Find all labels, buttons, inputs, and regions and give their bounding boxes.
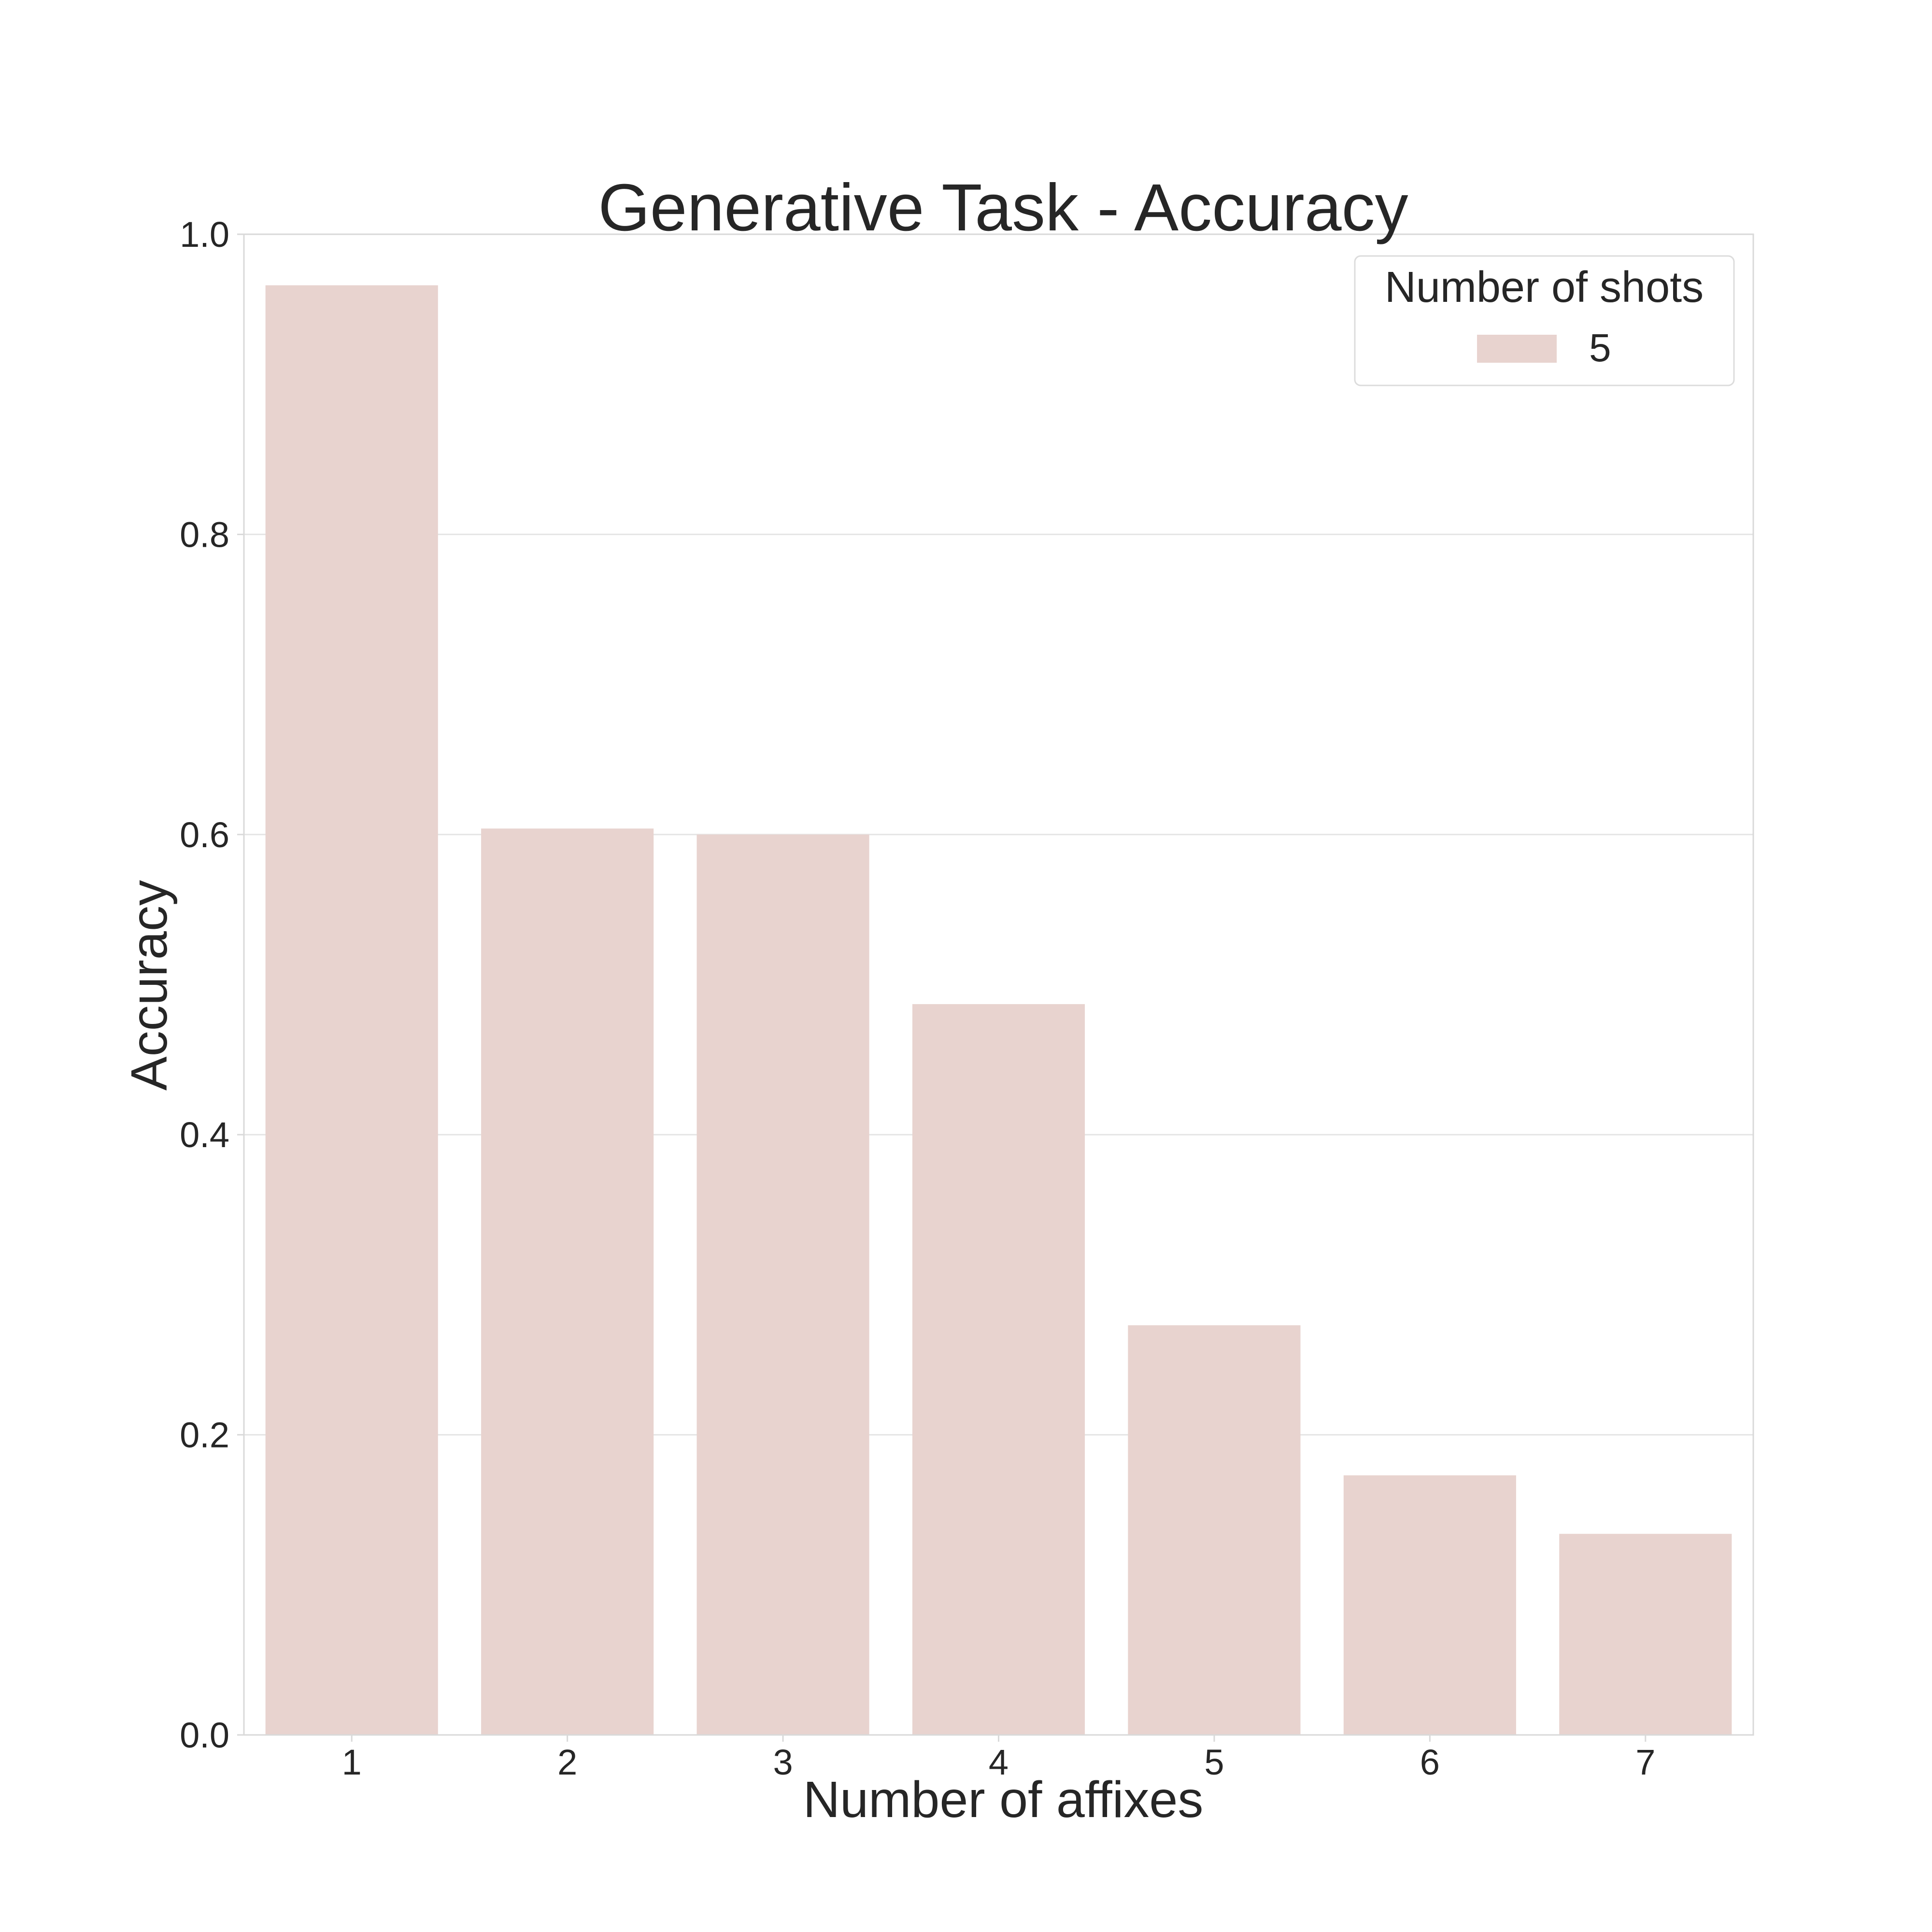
y-tick-label-5: 1.0 xyxy=(180,214,229,255)
y-tick-label-4: 0.8 xyxy=(180,514,229,554)
x-tick-label-5: 5 xyxy=(1204,1742,1224,1782)
x-axis-ticks: 1 2 3 4 5 6 7 xyxy=(342,1735,1655,1782)
bar-3 xyxy=(696,834,869,1735)
y-tick-label-0: 0.0 xyxy=(180,1715,229,1755)
y-tick-label-3: 0.6 xyxy=(180,815,229,855)
legend-title: Number of shots xyxy=(1385,263,1704,312)
x-tick-label-4: 4 xyxy=(989,1742,1009,1782)
bar-4 xyxy=(912,1004,1085,1735)
chart-title: Generative Task - Accuracy xyxy=(598,170,1408,245)
x-axis-title: Number of affixes xyxy=(803,1771,1204,1828)
bar-5 xyxy=(1128,1325,1301,1735)
x-tick-label-6: 6 xyxy=(1420,1742,1440,1782)
bar-1 xyxy=(265,285,438,1735)
y-axis-ticks: 0.0 0.2 0.4 0.6 0.8 1.0 xyxy=(180,214,244,1755)
legend: Number of shots 5 xyxy=(1354,255,1735,386)
bar-6 xyxy=(1343,1475,1516,1735)
x-tick-label-3: 3 xyxy=(773,1742,793,1782)
y-axis-title: Accuracy xyxy=(121,880,178,1091)
legend-swatch xyxy=(1477,335,1557,363)
legend-label: 5 xyxy=(1589,326,1611,370)
x-tick-label-7: 7 xyxy=(1635,1742,1655,1782)
legend-box xyxy=(1354,255,1735,386)
y-tick-label-2: 0.4 xyxy=(180,1115,229,1155)
x-tick-label-2: 2 xyxy=(557,1742,577,1782)
x-tick-label-1: 1 xyxy=(342,1742,362,1782)
y-tick-label-1: 0.2 xyxy=(180,1415,229,1455)
bars xyxy=(265,285,1732,1735)
bar-2 xyxy=(481,828,654,1735)
bar-7 xyxy=(1559,1534,1732,1735)
